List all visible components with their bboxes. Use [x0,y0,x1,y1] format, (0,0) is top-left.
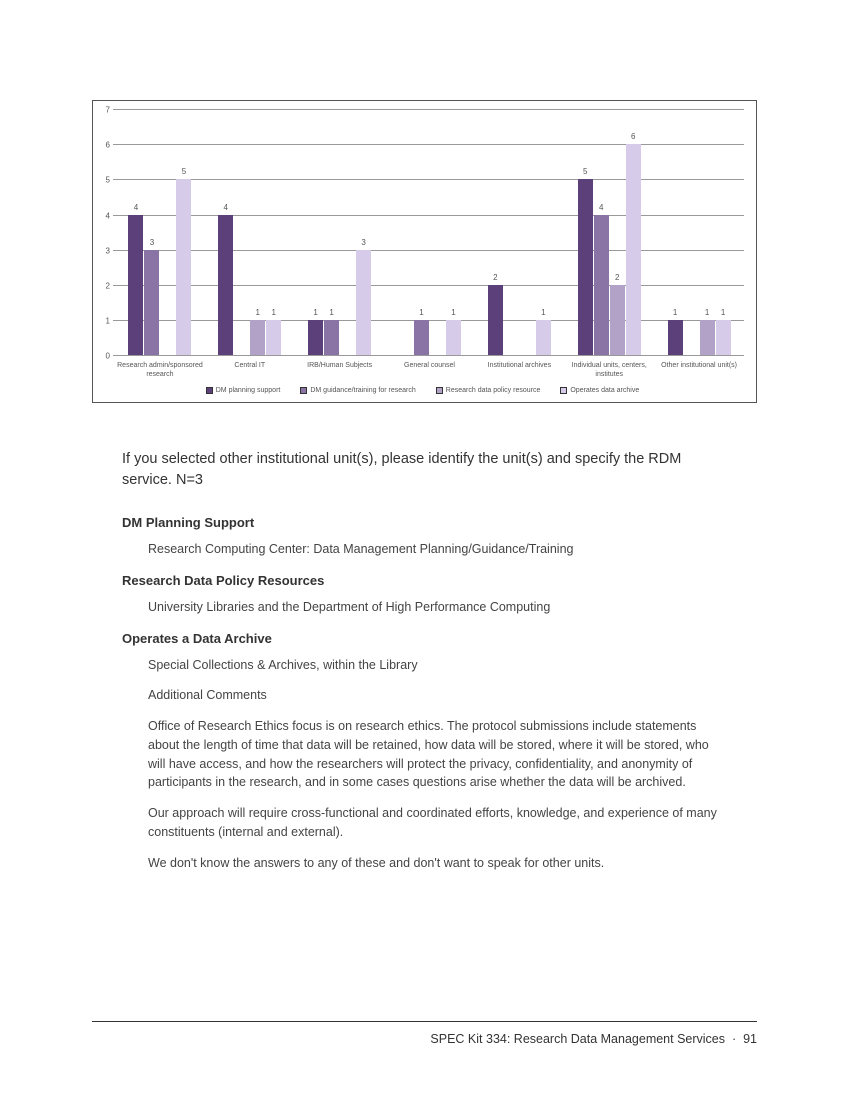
legend-swatch [560,387,567,394]
bar: 4 [128,215,143,356]
bar-group: 11 [385,109,475,355]
section-heading: Research Data Policy Resources [122,573,727,588]
body-paragraph: Research Computing Center: Data Manageme… [148,540,727,559]
y-tick-label: 5 [106,176,113,185]
bar-value-label: 1 [313,308,317,317]
bar-value-label: 5 [182,167,186,176]
x-tick-label: Institutional archives [474,359,564,379]
bar: 4 [594,215,609,356]
x-tick-label: Other institutional unit(s) [654,359,744,379]
legend-label: Research data policy resource [446,387,541,394]
bar-value-label: 4 [224,203,228,212]
bar-chart: 0123456743541111311215426111 Research ad… [92,100,757,403]
x-tick-label: Research admin/sponsored research [115,359,205,379]
bar-group: 113 [295,109,385,355]
legend-swatch [436,387,443,394]
footer-title: SPEC Kit 334: Research Data Management S… [430,1032,725,1046]
bar-value-label: 1 [721,308,725,317]
bar-value-label: 1 [272,308,276,317]
body-paragraph: Additional Comments [148,686,727,705]
gridline: 0 [113,355,744,356]
body-paragraph: Special Collections & Archives, within t… [148,656,727,675]
legend-label: DM planning support [216,387,281,394]
body-paragraph: University Libraries and the Department … [148,598,727,617]
bar: 6 [626,144,641,355]
bar: 1 [536,320,551,355]
bar-value-label: 4 [134,203,138,212]
bar: 1 [414,320,429,355]
bar: 1 [266,320,281,355]
bar-group: 21 [474,109,564,355]
bar: 1 [716,320,731,355]
legend-item: DM planning support [206,387,281,394]
y-tick-label: 3 [106,246,113,255]
legend-label: Operates data archive [570,387,639,394]
bar: 3 [144,250,159,356]
bar: 1 [700,320,715,355]
bar-value-label: 1 [329,308,333,317]
y-tick-label: 2 [106,281,113,290]
bar: 2 [610,285,625,355]
question-prompt: If you selected other institutional unit… [122,449,727,491]
bar-value-label: 2 [493,273,497,282]
section-heading: DM Planning Support [122,515,727,530]
bar-group: 5426 [564,109,654,355]
legend-item: DM guidance/training for research [300,387,415,394]
page-number: 91 [743,1032,757,1046]
bar: 5 [578,179,593,355]
bar: 2 [488,285,503,355]
bar-value-label: 1 [451,308,455,317]
legend-item: Research data policy resource [436,387,541,394]
bar: 1 [324,320,339,355]
bar-value-label: 1 [673,308,677,317]
bar-value-label: 6 [631,132,635,141]
bar: 1 [308,320,323,355]
bar: 4 [218,215,233,356]
body-paragraph: Office of Research Ethics focus is on re… [148,717,727,792]
y-tick-label: 7 [106,106,113,115]
y-tick-label: 4 [106,211,113,220]
bar-group: 411 [205,109,295,355]
footer-separator: · [732,1032,736,1046]
bar-value-label: 3 [361,238,365,247]
x-tick-label: IRB/Human Subjects [295,359,385,379]
legend-swatch [300,387,307,394]
bar-value-label: 5 [583,167,587,176]
bar: 1 [250,320,265,355]
bar-value-label: 2 [615,273,619,282]
bar: 1 [446,320,461,355]
y-tick-label: 1 [106,317,113,326]
document-body: If you selected other institutional unit… [92,403,757,872]
bar-value-label: 1 [419,308,423,317]
page-footer: SPEC Kit 334: Research Data Management S… [92,1021,757,1046]
bar-value-label: 3 [150,238,154,247]
bar: 1 [668,320,683,355]
bar-value-label: 4 [599,203,603,212]
bar-value-label: 1 [256,308,260,317]
body-paragraph: We don't know the answers to any of thes… [148,854,727,873]
y-tick-label: 0 [106,352,113,361]
section-heading: Operates a Data Archive [122,631,727,646]
bar: 5 [176,179,191,355]
legend-item: Operates data archive [560,387,639,394]
bar-value-label: 1 [541,308,545,317]
body-paragraph: Our approach will require cross-function… [148,804,727,842]
x-tick-label: General counsel [385,359,475,379]
bar-group: 111 [654,109,744,355]
x-tick-label: Individual units, centers, institutes [564,359,654,379]
legend-swatch [206,387,213,394]
bar: 3 [356,250,371,356]
bar-value-label: 1 [705,308,709,317]
legend-label: DM guidance/training for research [310,387,415,394]
bar-group: 435 [115,109,205,355]
x-tick-label: Central IT [205,359,295,379]
y-tick-label: 6 [106,141,113,150]
